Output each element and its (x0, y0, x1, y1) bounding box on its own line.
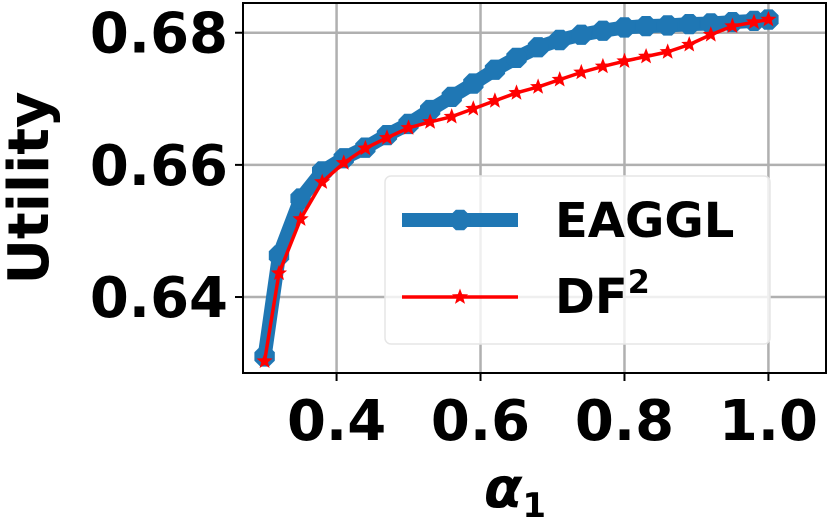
df2-point (314, 173, 331, 189)
x-tick-label: 0.6 (431, 389, 530, 454)
y-ticks: 0.64 0.66 0.68 (90, 2, 243, 331)
eaggl-point (290, 188, 311, 209)
df2-point (486, 92, 503, 108)
legend-sample-eaggl (402, 209, 518, 231)
eaggl-point (549, 29, 570, 51)
eaggl-point (571, 24, 592, 45)
plot-frame (242, 2, 827, 374)
x-tick-label: 0.8 (575, 389, 674, 454)
df2-point (616, 52, 633, 68)
df2-point (400, 119, 417, 135)
df2-point (422, 113, 439, 129)
x-axis-label: α1 (484, 456, 546, 517)
legend-label-eaggl: EAGGL (555, 193, 734, 249)
df2-point (760, 11, 777, 27)
df2-point (465, 100, 482, 116)
legend-label-df2: DF2 (555, 263, 650, 325)
df2-point (270, 264, 288, 281)
df2-point (681, 36, 698, 52)
x-ticks: 0.4 0.6 0.8 1.0 (287, 373, 818, 454)
legend-sample-df2 (402, 288, 518, 304)
eaggl-point (679, 14, 700, 35)
x-tick-label: 0.4 (287, 389, 386, 454)
df2-point (443, 108, 460, 124)
df2-point (638, 48, 655, 64)
df2-point (745, 13, 763, 29)
df2-point (508, 84, 525, 100)
eaggl-point (527, 37, 549, 58)
df2-point (594, 57, 611, 74)
df2-point (357, 139, 374, 156)
eaggl-point (441, 86, 462, 107)
eaggl-point (592, 20, 613, 41)
eaggl-point (614, 17, 635, 38)
y-axis-label: Utility (0, 91, 62, 284)
legend-marker-eaggl (449, 209, 471, 231)
legend-marker-df2 (451, 288, 469, 304)
series-layer (254, 9, 779, 368)
df2-point (573, 63, 590, 80)
df2-point (292, 210, 309, 226)
df2-point (551, 71, 568, 87)
df2-point (530, 78, 547, 94)
series-df2 (256, 11, 777, 368)
df2-point (659, 43, 676, 59)
y-tick-label: 0.68 (90, 2, 228, 67)
df2-point (378, 129, 395, 145)
df2-point (335, 154, 352, 170)
y-tick-label: 0.66 (90, 134, 228, 199)
eaggl-point (700, 13, 721, 34)
y-tick-label: 0.64 (90, 266, 228, 331)
df2-point (702, 26, 719, 42)
eaggl-point (635, 16, 657, 37)
eaggl-point (484, 59, 506, 80)
df2-point (724, 17, 741, 33)
df2-point (256, 352, 273, 368)
eaggl-point (463, 73, 484, 94)
eaggl-point (506, 47, 527, 68)
legend: EAGGL DF2 (384, 175, 771, 345)
eaggl-point (420, 99, 441, 121)
x-tick-label: 1.0 (719, 389, 818, 454)
eaggl-point (657, 15, 678, 36)
